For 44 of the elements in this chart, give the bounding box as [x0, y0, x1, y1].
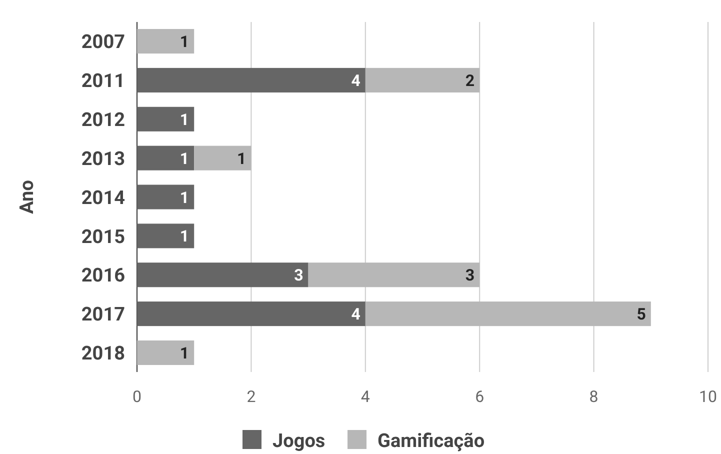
bar: [137, 106, 194, 132]
y-tick-label: 2017: [81, 302, 126, 326]
data-label: 1: [180, 110, 190, 129]
bar: [137, 146, 194, 170]
y-tick-label: 2018: [81, 342, 126, 365]
y-tick-label: 2012: [81, 108, 126, 131]
legend-label: Jogos: [272, 428, 326, 452]
y-axis-title: Ano: [15, 180, 38, 214]
x-tick-label: 0: [132, 387, 142, 406]
bar: [365, 302, 651, 326]
y-tick-label: 2007: [81, 30, 126, 54]
bar: [194, 146, 252, 170]
x-tick-label: 8: [589, 387, 598, 406]
bar: [137, 29, 194, 54]
bar: [137, 224, 194, 248]
x-tick-label: 2: [246, 387, 256, 406]
data-label: 4: [351, 70, 360, 90]
data-label: 4: [351, 304, 360, 324]
data-label: 1: [237, 148, 246, 168]
y-tick-label: 2013: [81, 146, 125, 170]
data-label: 5: [636, 304, 646, 324]
data-label: 2: [465, 70, 475, 90]
bar: [137, 302, 366, 326]
y-tick-label: 2014: [81, 186, 126, 209]
x-tick-label: 4: [360, 387, 370, 406]
data-label: 3: [294, 266, 304, 285]
legend-label: Gamificação: [378, 428, 485, 452]
x-tick-label: 6: [475, 387, 484, 406]
data-label: 1: [180, 188, 190, 207]
x-tick-label: 10: [699, 387, 717, 406]
bar: [308, 262, 480, 288]
data-label: 1: [180, 148, 190, 168]
bar: [137, 340, 194, 365]
y-tick-label: 2011: [81, 69, 125, 92]
bar: [137, 262, 308, 288]
y-tick-label: 2015: [81, 224, 126, 248]
data-label: 3: [465, 266, 475, 285]
data-label: 1: [180, 343, 190, 362]
data-label: 1: [180, 226, 190, 246]
bar: [137, 184, 194, 210]
bar: [365, 68, 480, 92]
bar: [137, 68, 366, 92]
data-label: 1: [180, 32, 190, 52]
y-tick-label: 2016: [81, 264, 126, 287]
